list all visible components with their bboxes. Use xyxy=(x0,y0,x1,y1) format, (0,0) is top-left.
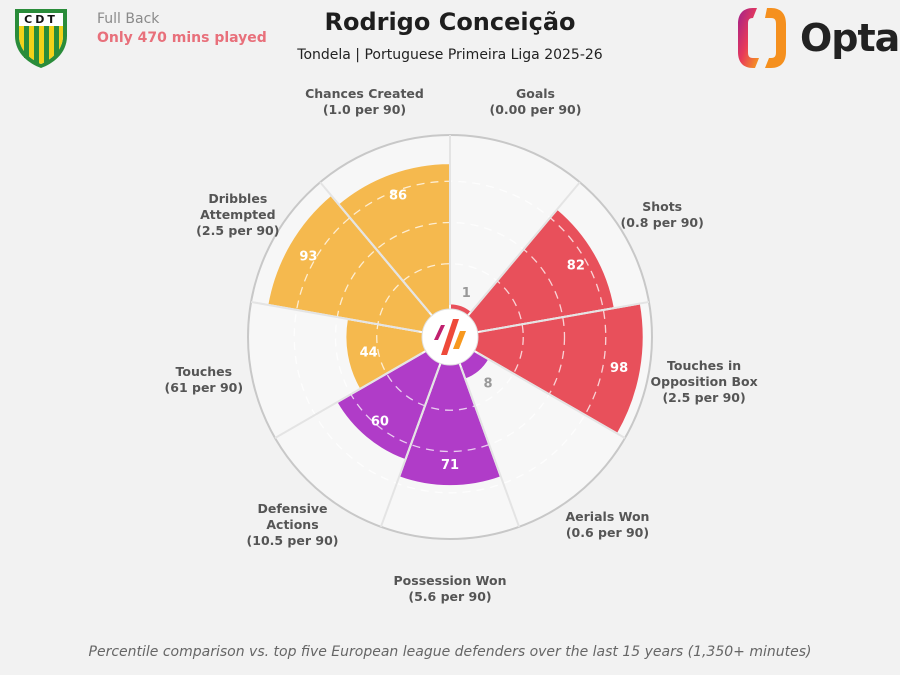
category-label: Goals (0.00 per 90) xyxy=(490,86,582,118)
slice-defensive-actions xyxy=(335,334,452,462)
value-label: 1 xyxy=(462,286,471,301)
category-name: Possession Won xyxy=(393,573,507,588)
category-name: Goals xyxy=(515,86,555,102)
value-label: 98 xyxy=(610,361,628,376)
player-position: Full Back xyxy=(97,11,160,27)
category-label: Touches (61 per 90) xyxy=(165,364,244,396)
category-name: Aerials Won xyxy=(565,508,650,524)
footnote: Percentile comparison vs. top five Europ… xyxy=(88,644,812,660)
value-label: 44 xyxy=(360,345,378,360)
category-name: Chances Created xyxy=(305,86,424,102)
category-name: Attempted xyxy=(200,206,276,222)
category-label: Defensive Actions (10.5 per 90) xyxy=(247,501,339,549)
slice-divider xyxy=(250,300,419,333)
subtitle: Tondela | Portuguese Primeira Liga 2025-… xyxy=(297,47,603,63)
category-name: Opposition Box xyxy=(650,373,758,389)
category-name: Defensive xyxy=(257,500,328,516)
category-label: Aerials Won (0.6 per 90) xyxy=(565,509,649,541)
category-per90: (61 per 90) xyxy=(164,380,244,396)
category-name: Touches xyxy=(175,364,233,380)
category-per90: (2.5 per 90) xyxy=(662,389,746,405)
slice-divider xyxy=(379,366,440,528)
opta-wordmark: Opta xyxy=(800,16,900,60)
category-per90: (5.6 per 90) xyxy=(408,589,492,604)
slice-dribbles-attempted xyxy=(266,193,453,339)
value-label: 93 xyxy=(299,249,317,264)
slice-divider xyxy=(481,300,650,333)
value-label: 86 xyxy=(389,188,407,203)
category-name: Actions xyxy=(266,516,319,532)
category-per90: (2.5 per 90) xyxy=(196,222,280,238)
slice-divider xyxy=(274,352,423,439)
category-name: Dribbles xyxy=(208,190,268,206)
slice-chances-created xyxy=(336,162,451,340)
category-per90: (10.5 per 90) xyxy=(246,532,339,548)
category-label: Touches in Opposition Box (2.5 per 90) xyxy=(651,358,758,406)
category-label: Chances Created (1.0 per 90) xyxy=(305,86,424,118)
category-label: Possession Won (5.6 per 90) xyxy=(394,573,507,605)
value-label: 60 xyxy=(371,414,389,429)
category-per90: (0.00 per 90) xyxy=(489,102,582,118)
center-logo-icon xyxy=(434,325,445,340)
slice-divider xyxy=(460,366,521,528)
slice-touches-in-opposition-box xyxy=(447,302,645,436)
player-name: Rodrigo Conceição xyxy=(324,8,576,36)
category-label: Shots (0.8 per 90) xyxy=(621,199,704,231)
category-name: Shots xyxy=(642,198,683,214)
minutes-note: Only 470 mins played xyxy=(97,30,267,46)
value-label: 71 xyxy=(441,458,459,473)
slice-divider xyxy=(469,181,581,314)
slice-divider xyxy=(477,352,626,439)
svg-text:CDT: CDT xyxy=(24,13,58,26)
slice-divider xyxy=(319,181,431,314)
category-label: Dribbles Attempted (2.5 per 90) xyxy=(196,191,279,239)
category-per90: (0.6 per 90) xyxy=(565,524,650,540)
center-logo-icon xyxy=(453,331,466,349)
slice-shots xyxy=(447,207,616,339)
category-per90: (0.8 per 90) xyxy=(620,214,704,230)
value-label: 8 xyxy=(484,376,493,391)
club-badge: CDT xyxy=(15,9,67,68)
grid-ring-25 xyxy=(376,263,524,411)
category-name: Touches in xyxy=(667,357,742,373)
center-logo-icon xyxy=(441,319,459,355)
value-label: 82 xyxy=(567,258,585,273)
category-per90: (1.0 per 90) xyxy=(322,102,407,118)
slice-possession-won xyxy=(397,334,503,488)
opta-logo-icon xyxy=(738,8,786,68)
